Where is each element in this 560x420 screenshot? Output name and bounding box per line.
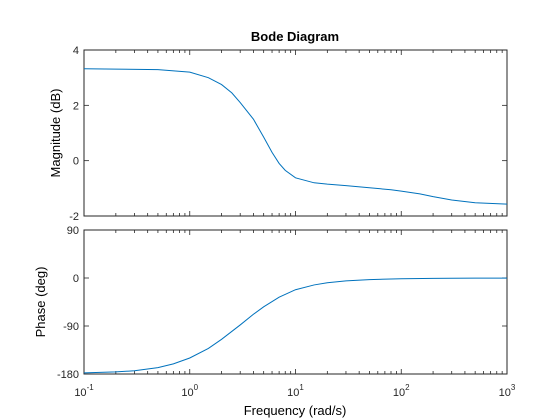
magnitude-y-tick-label: 4 <box>73 45 79 57</box>
x-tick-label: 101 <box>287 383 304 399</box>
magnitude-y-tick-label: 2 <box>73 100 79 112</box>
phase-ylabel: Phase (deg) <box>33 267 48 338</box>
magnitude-series-line <box>83 68 508 205</box>
x-tick-label: 103 <box>499 383 516 399</box>
x-axis-label: Frequency (rad/s) <box>244 403 347 418</box>
x-tick-label: 100 <box>181 383 198 399</box>
phase-ticks: -180 -90 0 90 <box>57 225 508 381</box>
x-tick-label-base: 10 <box>181 387 193 399</box>
x-tick-label-base: 10 <box>74 387 86 399</box>
x-tick-labels: 10-1 100 101 102 103 <box>74 383 516 399</box>
phase-series-line <box>83 277 508 374</box>
x-tick-label-exponent: 3 <box>511 383 516 392</box>
phase-axes-box <box>83 229 508 375</box>
magnitude-ylabel: Magnitude (dB) <box>48 89 63 178</box>
phase-y-tick-label: -180 <box>57 369 79 381</box>
chart-title: Bode Diagram <box>251 29 339 44</box>
magnitude-panel: -2 0 2 4 Magnitude (dB) <box>48 45 508 223</box>
phase-y-tick-label: 90 <box>67 225 79 237</box>
x-tick-label-exponent: 0 <box>194 383 199 392</box>
x-tick-label-exponent: 2 <box>405 383 410 392</box>
x-tick-label-base: 10 <box>499 387 511 399</box>
magnitude-y-tick-label: -2 <box>69 211 79 223</box>
x-tick-label-exponent: -1 <box>87 383 95 392</box>
phase-y-tick-label: -90 <box>63 321 79 333</box>
magnitude-y-tick-label: 0 <box>73 156 79 168</box>
x-tick-label: 10-1 <box>74 383 94 399</box>
phase-panel: -180 -90 0 90 Phase (deg) <box>33 225 508 381</box>
x-tick-label-exponent: 1 <box>299 383 304 392</box>
magnitude-axes-box <box>83 49 508 217</box>
phase-y-tick-label: 0 <box>73 273 79 285</box>
x-tick-label-base: 10 <box>393 387 405 399</box>
x-tick-label-base: 10 <box>287 387 299 399</box>
x-tick-label: 102 <box>393 383 410 399</box>
magnitude-ticks: -2 0 2 4 <box>69 45 508 223</box>
